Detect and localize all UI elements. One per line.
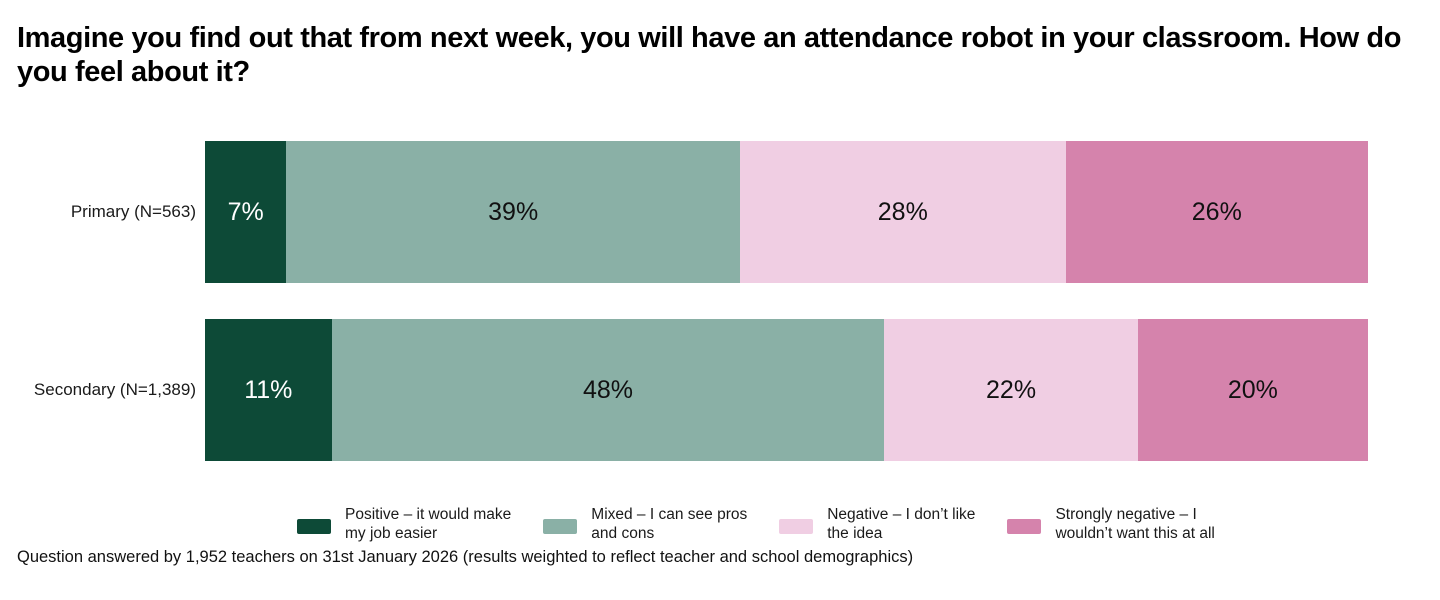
segment-value-label: 28% — [877, 197, 928, 226]
segment-value-label: 22% — [986, 375, 1037, 404]
legend-label-line: Negative – I don’t like — [827, 506, 976, 523]
bar-segment: 48% — [331, 319, 885, 461]
bar-segment: 11% — [205, 319, 332, 461]
legend-label-line: wouldn’t want this at all — [1055, 524, 1215, 542]
legend-label: Positive – it would make my job easier — [345, 506, 511, 544]
chart-legend: Positive – it would make my job easier Mix… — [297, 506, 1247, 544]
bar-segment: 39% — [286, 141, 740, 283]
bar-segment: 7% — [205, 141, 287, 283]
legend-label-line: my job easier — [345, 524, 438, 542]
legend-item: Negative – I don’t like the idea — [779, 506, 975, 544]
legend-label-line: Positive – it would make — [345, 506, 512, 523]
bar-segment: 20% — [1137, 319, 1368, 461]
legend-label-line: the idea — [827, 524, 883, 542]
legend-label-line: Mixed – I can see pros — [591, 506, 748, 523]
stacked-bar: 11% 48% 22% 20% — [205, 319, 1368, 461]
chart-title: Imagine you find out that from next week… — [17, 22, 1402, 88]
segment-value-label: 20% — [1227, 375, 1278, 404]
row-label: Primary (N=563) — [70, 202, 196, 221]
segment-value-label: 48% — [582, 375, 634, 404]
legend-label: Negative – I don’t like the idea — [827, 506, 975, 544]
segment-value-label: 26% — [1191, 197, 1242, 226]
bar-segment: 26% — [1065, 141, 1368, 283]
segment-value-label: 39% — [488, 197, 539, 226]
segment-value-label: 7% — [227, 197, 264, 226]
legend-label-line: Strongly negative – I — [1055, 506, 1197, 523]
segment-value-label: 11% — [244, 375, 293, 404]
chart-row: Primary (N=563) 7% 39% 28% 26% — [0, 141, 1368, 283]
legend-item: Positive – it would make my job easier — [297, 506, 511, 544]
legend-swatch — [779, 519, 814, 534]
bar-segment: 28% — [739, 141, 1066, 283]
stacked-bar: 7% 39% 28% 26% — [205, 141, 1368, 283]
row-label: Secondary (N=1,389) — [33, 380, 196, 399]
legend-swatch — [1007, 519, 1042, 534]
legend-label-line: and cons — [591, 524, 655, 542]
bar-segment: 22% — [884, 319, 1138, 461]
chart-footnote: Question answered by 1,952 teachers on 3… — [17, 548, 914, 566]
stacked-bar-chart: Primary (N=563) 7% 39% 28% 26% Secondary (N=1… — [0, 141, 1368, 461]
legend-swatch — [543, 519, 578, 534]
legend-item: Mixed – I can see pros and cons — [543, 506, 747, 544]
legend-swatch — [297, 519, 331, 534]
legend-label: Mixed – I can see pros and cons — [591, 506, 747, 544]
chart-row: Secondary (N=1,389) 11% 48% 22% 20% — [0, 319, 1368, 461]
